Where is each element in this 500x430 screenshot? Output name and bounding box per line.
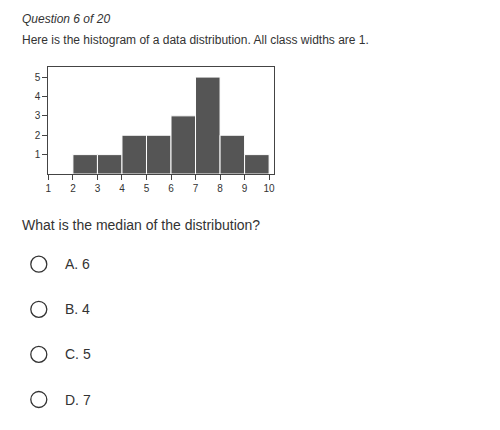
svg-text:Here is the histogram of a dat: Here is the histogram of a data distribu… [22,33,369,47]
svg-text:7: 7 [193,183,199,194]
svg-text:A. 6: A. 6 [65,256,90,272]
svg-text:What is the median of the dist: What is the median of the distribution? [22,217,260,233]
svg-text:6: 6 [168,183,174,194]
svg-text:5: 5 [35,72,41,83]
svg-text:4: 4 [119,183,125,194]
svg-text:3: 3 [35,110,41,121]
svg-text:1: 1 [46,183,52,194]
svg-text:5: 5 [144,183,150,194]
svg-text:C. 5: C. 5 [65,346,91,362]
svg-text:3: 3 [95,183,101,194]
svg-text:4: 4 [35,91,41,102]
svg-text:2: 2 [35,130,41,141]
svg-text:10: 10 [264,183,276,194]
svg-text:D. 7: D. 7 [65,392,91,408]
svg-text:8: 8 [217,183,223,194]
svg-text:B. 4: B. 4 [65,301,90,317]
svg-text:9: 9 [242,183,248,194]
svg-text:1: 1 [35,149,41,160]
svg-text:Question 6 of 20: Question 6 of 20 [22,12,110,26]
svg-text:2: 2 [70,183,76,194]
